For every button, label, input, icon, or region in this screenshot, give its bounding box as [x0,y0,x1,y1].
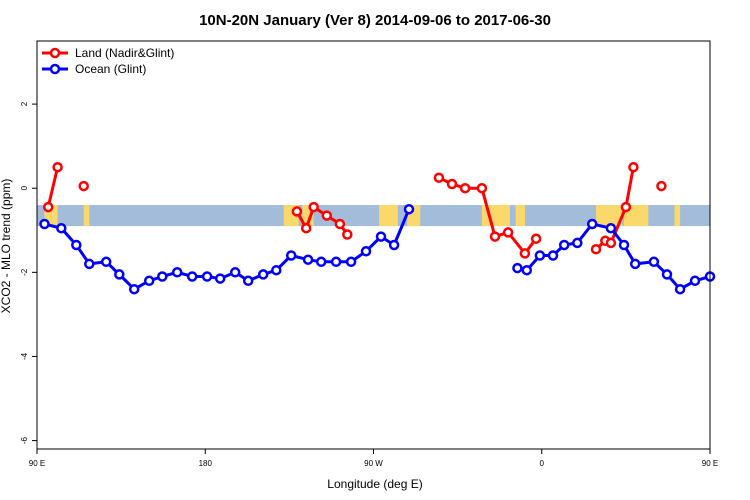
data-point [56,222,67,234]
data-point [620,201,632,213]
data-point [502,227,514,238]
data-point [558,239,570,251]
data-point [186,271,198,282]
data-point [71,239,82,251]
data-point [315,256,327,268]
x-axis-label: Longitude (deg E) [327,477,422,491]
data-point [476,182,488,194]
data-point [590,243,602,255]
data-point [302,254,314,265]
data-point [388,239,400,251]
data-point [334,218,346,230]
series-line [517,222,711,291]
data-point [656,180,667,192]
land-strip [595,205,623,227]
data-point [433,172,445,183]
x-tick-label: 180 [199,459,213,468]
background-map-band [37,205,710,227]
data-point [519,248,531,259]
data-point [605,237,617,249]
x-tick-label: 0 [540,459,545,468]
series-land [42,161,667,259]
legend-label: Land (Nadir&Glint) [75,46,174,60]
land-strip [302,205,314,227]
data-point [242,275,254,287]
data-point [661,269,673,280]
data-point [214,273,226,284]
series-layer [39,161,716,295]
chart-title: 10N-20N January (Ver 8) 2014-09-06 to 20… [199,12,551,29]
data-point [128,283,140,295]
data-point [39,218,50,230]
data-point [321,210,333,221]
data-point [84,258,95,270]
y-tick-label: -6 [20,436,29,444]
data-point [300,222,312,234]
data-point [586,218,598,230]
data-point [100,256,112,268]
data-point [605,222,617,234]
data-point [360,246,372,257]
data-point [52,161,63,173]
data-point [629,258,641,270]
data-point [530,233,542,244]
x-tick-label: 90 W [364,459,383,468]
data-point [572,237,583,249]
data-point [489,231,501,242]
data-point [446,178,458,190]
land-strip [515,205,525,227]
y-tick-label: -2 [20,268,29,276]
data-point [375,231,387,242]
land-strip [624,205,649,227]
data-point [345,256,357,268]
data-point [78,180,89,192]
data-point [271,264,282,276]
data-point [257,269,269,280]
series-ocean [39,203,716,295]
data-point [291,206,303,217]
data-point [157,271,168,282]
data-point [512,262,523,274]
land-strip [83,205,90,227]
data-point [689,275,701,287]
data-point [171,267,183,278]
data-point [342,229,353,240]
data-point [42,201,54,213]
data-point [459,182,471,194]
data-point [403,203,415,215]
data-point [618,239,630,251]
data-point [114,269,125,280]
legend: Land (Nadir&Glint) Ocean (Glint) [42,46,174,76]
y-tick-label: 0 [20,185,29,190]
legend-label: Ocean (Glint) [75,62,146,76]
x-tick-label: 90 E [29,459,45,468]
ocean-band [37,205,710,227]
data-point [308,201,319,213]
data-point [330,256,342,268]
x-tick-label: 90 E [702,459,718,468]
series-line [46,166,60,208]
y-tick-label: -4 [20,352,29,360]
data-point [143,275,155,287]
data-point [534,250,546,261]
data-point [628,161,639,173]
y-tick-label: 2 [20,101,29,106]
land-strip [379,205,398,227]
data-point [285,250,297,261]
land-strip [674,205,681,227]
data-point [521,264,533,276]
data-point [201,271,213,282]
data-point [229,267,241,278]
axes: 90 E 180 90 W 0 90 E -6 -4 -2 0 2 [20,101,718,468]
data-point [674,283,686,295]
data-point [648,256,660,268]
legend-marker [49,63,61,75]
legend-marker [49,47,61,59]
data-point [547,250,559,261]
y-axis-label: XCO2 - MLO trend (ppm) [0,179,13,314]
